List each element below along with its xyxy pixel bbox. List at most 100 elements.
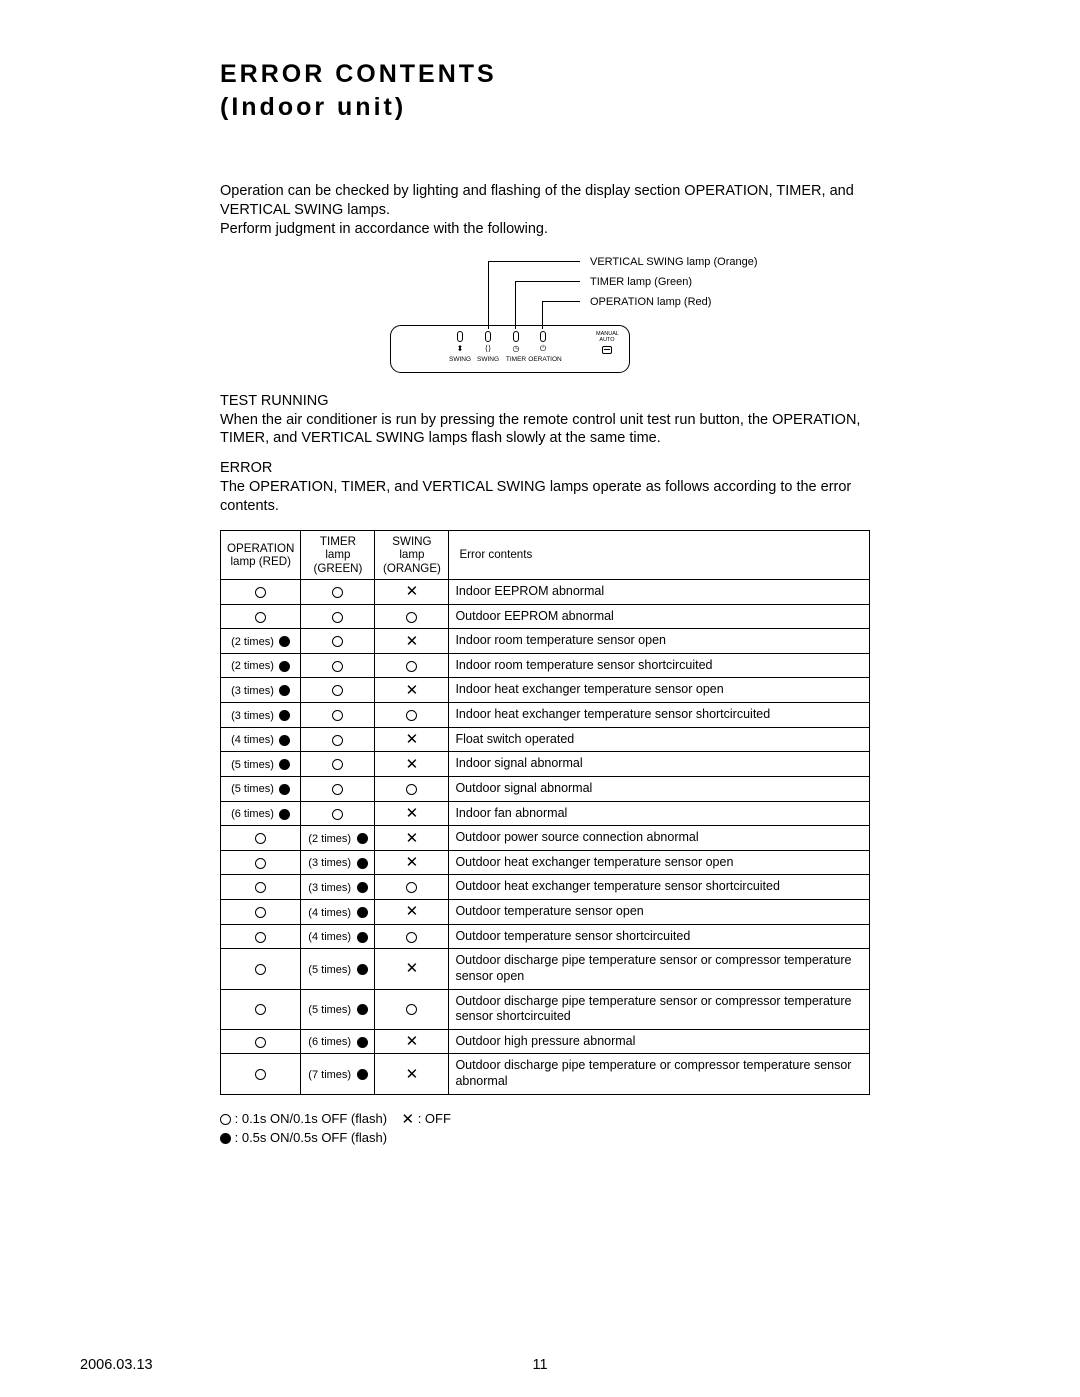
cell-timer — [301, 579, 375, 604]
cell-timer — [301, 604, 375, 629]
error-section-body: The OPERATION, TIMER, and VERTICAL SWING… — [220, 478, 870, 516]
cell-swing: ✕ — [375, 678, 449, 703]
cell-swing — [375, 924, 449, 949]
cell-content: Outdoor temperature sensor shortcircuite… — [449, 924, 870, 949]
cell-timer: (4 times) — [301, 900, 375, 925]
cell-content: Outdoor temperature sensor open — [449, 900, 870, 925]
table-row: (4 times) Outdoor temperature sensor sho… — [221, 924, 870, 949]
cell-content: Indoor room temperature sensor open — [449, 629, 870, 654]
cell-content: Outdoor discharge pipe temperature senso… — [449, 989, 870, 1029]
cell-swing — [375, 653, 449, 678]
table-row: (6 times) ✕Indoor fan abnormal — [221, 801, 870, 826]
test-running-section: TEST RUNNING When the air conditioner is… — [220, 393, 870, 449]
table-row: (3 times) Outdoor heat exchanger tempera… — [221, 875, 870, 900]
th-timer: TIMER lamp(GREEN) — [301, 530, 375, 579]
cell-swing: ✕ — [375, 850, 449, 875]
cell-timer: (3 times) — [301, 875, 375, 900]
cell-swing: ✕ — [375, 727, 449, 752]
cell-swing: ✕ — [375, 801, 449, 826]
x-icon: ✕ — [402, 1112, 415, 1127]
cell-swing: ✕ — [375, 1054, 449, 1094]
cell-swing — [375, 776, 449, 801]
error-table: OPERATIONlamp (RED) TIMER lamp(GREEN) SW… — [220, 530, 870, 1095]
cell-op — [221, 1029, 301, 1054]
cell-content: Outdoor signal abnormal — [449, 776, 870, 801]
cell-swing — [375, 703, 449, 728]
cell-swing: ✕ — [375, 752, 449, 777]
legend: : 0.1s ON/0.1s OFF (flash) ✕ : OFF : 0.5… — [220, 1109, 870, 1148]
intro-line2: Perform judgment in accordance with the … — [220, 221, 548, 237]
cell-timer — [301, 629, 375, 654]
cell-content: Outdoor heat exchanger temperature senso… — [449, 850, 870, 875]
intro-line1: Operation can be checked by lighting and… — [220, 183, 854, 218]
cell-op: (6 times) — [221, 801, 301, 826]
cell-swing — [375, 989, 449, 1029]
cell-swing: ✕ — [375, 900, 449, 925]
cell-content: Float switch operated — [449, 727, 870, 752]
th-operation: OPERATIONlamp (RED) — [221, 530, 301, 579]
table-row: (3 times) Indoor heat exchanger temperat… — [221, 703, 870, 728]
table-row: (5 times) ✕Indoor signal abnormal — [221, 752, 870, 777]
cell-op: (3 times) — [221, 678, 301, 703]
cell-content: Indoor EEPROM abnormal — [449, 579, 870, 604]
diagram-desc-op: OPERATION lamp (Red) — [590, 296, 711, 308]
cell-timer: (2 times) — [301, 826, 375, 851]
cell-content: Indoor heat exchanger temperature sensor… — [449, 678, 870, 703]
cell-op: (2 times) — [221, 629, 301, 654]
table-row: (2 times) Indoor room temperature sensor… — [221, 653, 870, 678]
open-circle-icon — [220, 1114, 231, 1125]
error-section: ERROR The OPERATION, TIMER, and VERTICAL… — [220, 460, 870, 516]
table-row: ✕Indoor EEPROM abnormal — [221, 579, 870, 604]
table-row: (5 times) ✕Outdoor discharge pipe temper… — [221, 949, 870, 989]
cell-op: (5 times) — [221, 776, 301, 801]
error-section-head: ERROR — [220, 460, 870, 476]
table-row: (3 times) ✕Indoor heat exchanger tempera… — [221, 678, 870, 703]
cell-timer — [301, 727, 375, 752]
cell-swing: ✕ — [375, 579, 449, 604]
cell-content: Indoor fan abnormal — [449, 801, 870, 826]
cell-timer: (7 times) — [301, 1054, 375, 1094]
cell-op — [221, 604, 301, 629]
cell-content: Outdoor power source connection abnormal — [449, 826, 870, 851]
intro-text: Operation can be checked by lighting and… — [220, 182, 870, 239]
page-title-1: ERROR CONTENTS — [220, 60, 870, 89]
legend-open: : 0.1s ON/0.1s OFF (flash) — [231, 1111, 387, 1126]
cell-op: (4 times) — [221, 727, 301, 752]
diagram-lbl-manual: MANUAL — [596, 331, 618, 337]
cell-timer — [301, 703, 375, 728]
table-row: (5 times) Outdoor discharge pipe tempera… — [221, 989, 870, 1029]
table-row: (7 times) ✕Outdoor discharge pipe temper… — [221, 1054, 870, 1094]
lamp-diagram: VERTICAL SWING lamp (Orange) TIMER lamp … — [220, 257, 870, 377]
cell-op — [221, 989, 301, 1029]
cell-op: (3 times) — [221, 703, 301, 728]
cell-content: Outdoor discharge pipe temperature senso… — [449, 949, 870, 989]
cell-timer: (6 times) — [301, 1029, 375, 1054]
cell-op: (2 times) — [221, 653, 301, 678]
cell-op: (5 times) — [221, 752, 301, 777]
table-row: (2 times) ✕Indoor room temperature senso… — [221, 629, 870, 654]
table-row: (4 times) ✕Float switch operated — [221, 727, 870, 752]
diagram-desc-swing: VERTICAL SWING lamp (Orange) — [590, 256, 758, 268]
cell-swing — [375, 604, 449, 629]
cell-timer — [301, 776, 375, 801]
cell-timer — [301, 653, 375, 678]
diagram-lbl-op: OERATION — [527, 356, 563, 363]
test-running-head: TEST RUNNING — [220, 393, 870, 409]
cell-content: Indoor heat exchanger temperature sensor… — [449, 703, 870, 728]
cell-swing: ✕ — [375, 826, 449, 851]
cell-content: Outdoor discharge pipe temperature or co… — [449, 1054, 870, 1094]
table-row: (6 times) ✕Outdoor high pressure abnorma… — [221, 1029, 870, 1054]
filled-circle-icon — [220, 1133, 231, 1144]
cell-op — [221, 826, 301, 851]
footer-page: 11 — [0, 1357, 1080, 1373]
cell-timer: (3 times) — [301, 850, 375, 875]
cell-op — [221, 875, 301, 900]
cell-timer: (5 times) — [301, 989, 375, 1029]
cell-op — [221, 579, 301, 604]
th-content: Error contents — [449, 530, 870, 579]
cell-op — [221, 850, 301, 875]
table-row: (4 times) ✕Outdoor temperature sensor op… — [221, 900, 870, 925]
cell-swing: ✕ — [375, 629, 449, 654]
test-running-body: When the air conditioner is run by press… — [220, 411, 870, 449]
cell-op — [221, 949, 301, 989]
